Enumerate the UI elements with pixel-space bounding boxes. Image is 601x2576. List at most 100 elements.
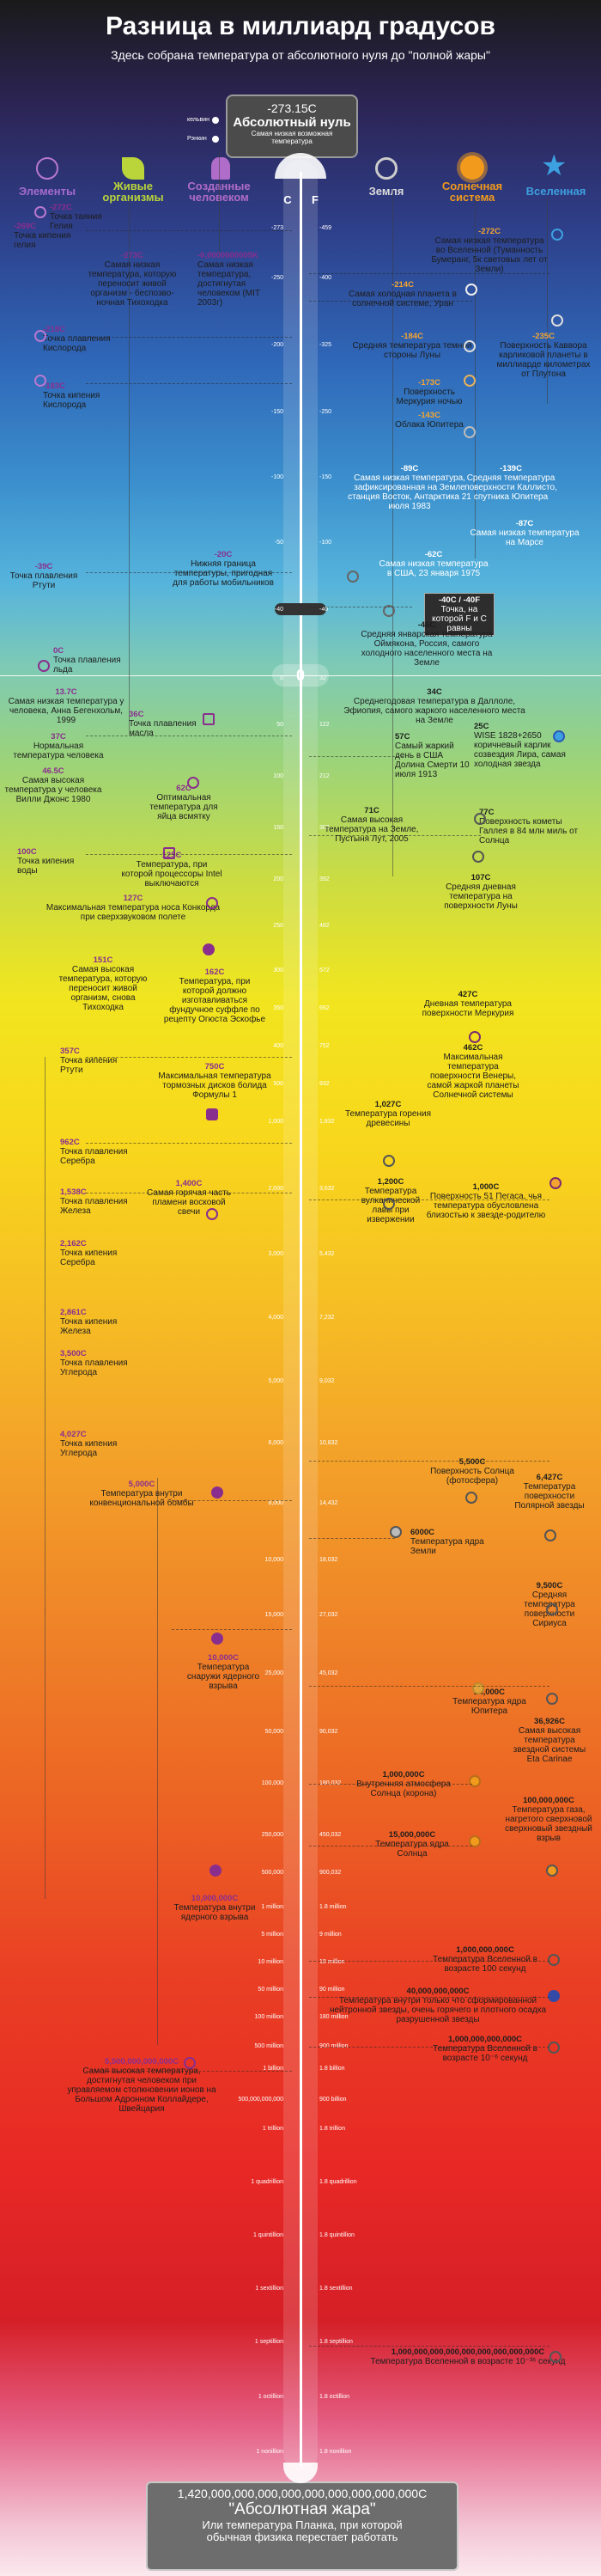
thermo-icon bbox=[465, 284, 477, 296]
scale-tick-f: 90,032 bbox=[319, 1729, 338, 1735]
scale-tick-c: 0 bbox=[280, 675, 283, 681]
item-f1-brakes: 750C Максимальная температура тормозных д… bbox=[158, 1062, 271, 1100]
scale-tick-c: -100 bbox=[270, 474, 283, 480]
category-icon-leaf bbox=[122, 157, 144, 180]
scale-tick-c: 1 octillion bbox=[258, 2394, 283, 2400]
scale-tick-c: 4,000 bbox=[268, 1315, 283, 1321]
scale-tick-f: 662 bbox=[319, 1005, 330, 1011]
category-icon-star: ★ bbox=[541, 150, 568, 182]
item-ice-melting: 0C Точка плавления льда bbox=[53, 646, 121, 675]
item-human-highest: 46.5C Самая высокая температура у человек… bbox=[4, 766, 102, 804]
item-tardigrade-cold: -273C Самая низкая температура, которую п… bbox=[88, 251, 177, 308]
item-mercury-day: 427C Дневная температура поверхности Мерк… bbox=[422, 990, 514, 1018]
item-iron-boiling: 2,861C Точка кипения Железа bbox=[60, 1308, 118, 1336]
absolute-zero-note: Самая низкая возможная температура bbox=[251, 130, 333, 145]
item-jupiter-clouds: -143C Облака Юпитера bbox=[395, 411, 464, 430]
scale-tick-f: -150 bbox=[319, 474, 332, 480]
scale-tick-f: 18,032 bbox=[319, 1557, 338, 1563]
scale-tick-f: 752 bbox=[319, 1043, 330, 1049]
scale-tick-c: 1 billion bbox=[263, 2066, 283, 2072]
scale-tick-c: 8,000 bbox=[268, 1500, 283, 1506]
item-tardigrade-hot: 151C Самая высокая температура, которую п… bbox=[58, 955, 148, 1012]
item-mars-lowest: -87C Самая низкая температура на Марсе bbox=[470, 519, 580, 547]
scale-tick-f: 1.8 quintillion bbox=[319, 2232, 355, 2238]
absolute-hot-temp: 1,420,000,000,000,000,000,000,000,000,00… bbox=[177, 2487, 428, 2500]
scale-tick-f: 18 million bbox=[319, 1959, 345, 1965]
item-wise-dwarf: 25C WISE 1828+2650 коричневый карлик созв… bbox=[474, 722, 566, 769]
scale-tick-c: 400 bbox=[273, 1043, 283, 1049]
scale-tick-c: -200 bbox=[270, 342, 283, 348]
scale-tick-f: 1.8 million bbox=[319, 1904, 347, 1910]
mushroom-cloud-icon bbox=[209, 1865, 222, 1877]
connector-line bbox=[309, 1961, 549, 1962]
explosion-icon bbox=[211, 1633, 223, 1645]
item-sun-surface: 5,500C Поверхность Солнца (фотосфера) bbox=[430, 1457, 514, 1486]
category-elements: Элементы bbox=[18, 185, 76, 198]
guide-line bbox=[219, 150, 220, 253]
scale-tick-c: 50 bbox=[276, 722, 283, 728]
guide-line bbox=[129, 198, 130, 730]
absolute-hot-note: Или температура Планка, при которой обыч… bbox=[202, 2518, 403, 2543]
scale-tick-c: 1 million bbox=[261, 1904, 283, 1910]
item-nuclear-inside: 10,000,000C Температура внутри ядерного в… bbox=[173, 1894, 256, 1922]
galaxy-icon bbox=[551, 229, 563, 241]
star-icon bbox=[544, 1529, 556, 1541]
item-helium-melting: -272C Точка таяния Гелия bbox=[50, 203, 102, 231]
scale-tick-c: 100 million bbox=[254, 2014, 283, 2020]
scale-tick-f: 1.8 billion bbox=[319, 2066, 345, 2072]
category-icon-globe bbox=[375, 157, 398, 180]
scale-tick-c: 1 septillion bbox=[254, 2339, 283, 2345]
globe-icon bbox=[390, 1526, 402, 1538]
scale-tick-c: 10 million bbox=[258, 1959, 283, 1965]
galaxy-icon bbox=[548, 1954, 560, 1966]
scale-tick-c: 100 bbox=[273, 773, 283, 779]
scale-tick-f: 3,632 bbox=[319, 1186, 335, 1192]
star-icon bbox=[548, 1990, 560, 2002]
connector-line bbox=[309, 273, 549, 274]
planet-icon bbox=[469, 1031, 481, 1043]
scale-tick-c: 200 bbox=[273, 876, 283, 882]
star-icon bbox=[546, 1693, 558, 1705]
item-universe-early: 1,000,000,000,000,000,000,000,000,000C Те… bbox=[370, 2347, 566, 2366]
category-human: Созданные человеком bbox=[187, 180, 251, 204]
connector-line bbox=[309, 2346, 549, 2347]
scale-tick-c: 50,000 bbox=[264, 1729, 283, 1735]
category-living: Живые организмы bbox=[102, 180, 164, 204]
sun-icon bbox=[465, 1492, 477, 1504]
scale-tick-f: 1.8 octillion bbox=[319, 2394, 350, 2400]
scale-tick-c: 1,000 bbox=[268, 1119, 283, 1125]
page-subtitle: Здесь собрана температура от абсолютного… bbox=[111, 48, 490, 62]
scale-tick-c: 1 quintillion bbox=[252, 2232, 283, 2238]
scale-tick-c: -250 bbox=[270, 275, 283, 281]
planet-icon bbox=[472, 1682, 484, 1694]
zero-baseline bbox=[0, 675, 601, 676]
connector-line bbox=[172, 1500, 292, 1501]
connector-line bbox=[309, 1784, 472, 1785]
scale-tick-f: 14,432 bbox=[319, 1500, 338, 1506]
scale-tick-c: 5 million bbox=[261, 1932, 283, 1938]
atom-icon bbox=[34, 375, 46, 387]
scale-tick-f: 572 bbox=[319, 968, 330, 974]
scale-tick-c: 10,000 bbox=[264, 1557, 283, 1563]
item-mercury-night: -173C Поверхность Меркурия ночью bbox=[396, 378, 463, 406]
item-carbon-melting: 3,500C Точка плавления Углерода bbox=[60, 1349, 128, 1377]
planet-icon bbox=[464, 340, 476, 352]
scale-tick-c: 100,000 bbox=[261, 1780, 283, 1786]
item-vostok-station: -89C Самая низкая температура, зафиксиров… bbox=[348, 464, 471, 511]
category-universe: Вселенная bbox=[525, 185, 586, 198]
scale-tick-c: 300 bbox=[273, 968, 283, 974]
category-icon-person bbox=[211, 157, 230, 180]
scale-tick-f: 1.8 quadrillion bbox=[319, 2179, 357, 2185]
scale-tick-f: 27,032 bbox=[319, 1612, 338, 1618]
scale-tick-c: -40 bbox=[274, 607, 283, 613]
scale-tick-f: 32 bbox=[319, 675, 326, 681]
item-phone-limit: -20C Нижняя граница температуры, пригодна… bbox=[173, 550, 274, 588]
scale-tick-f: 302 bbox=[319, 825, 330, 831]
item-mercury-melting: -39C Точка плавления Ртути bbox=[9, 562, 78, 590]
item-human-normal: 37C Нормальная температура человека bbox=[13, 732, 104, 760]
guide-line bbox=[547, 198, 548, 404]
scale-tick-f: 932 bbox=[319, 1081, 330, 1087]
connector-line bbox=[309, 1538, 395, 1539]
item-venus: 462C Максимальная температура поверхности… bbox=[427, 1043, 519, 1100]
collider-icon bbox=[184, 2057, 196, 2069]
